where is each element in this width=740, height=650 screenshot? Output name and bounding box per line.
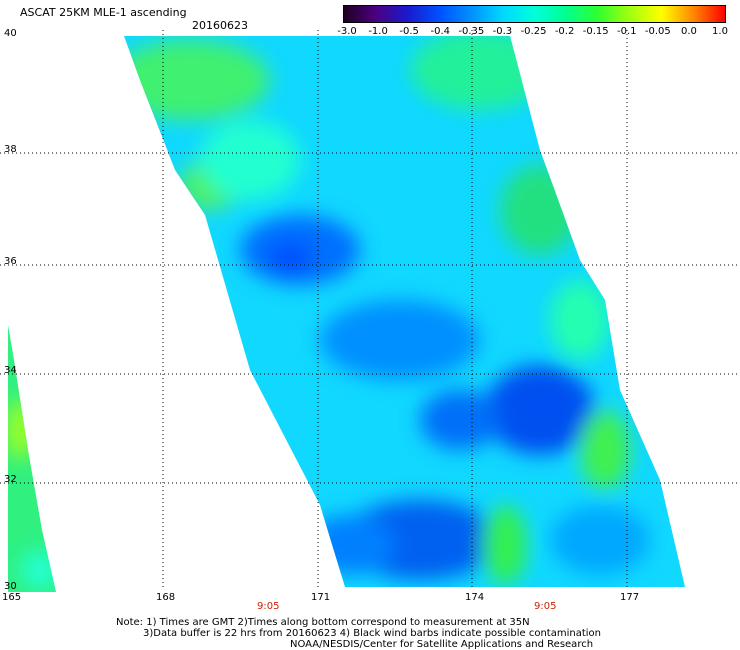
pass-time-label: 9:05 xyxy=(257,601,280,612)
colorbar-tick-label: -1.0 xyxy=(368,26,388,37)
lat-label-34: 34 xyxy=(4,365,17,376)
colorbar-tick-label: -0.15 xyxy=(582,26,609,37)
note-line-2: 3)Data buffer is 22 hrs from 20160623 4)… xyxy=(143,628,601,639)
colorbar-tick-label: -3.0 xyxy=(337,26,357,37)
lat-label-32: 32 xyxy=(4,474,17,485)
colorbar xyxy=(343,5,726,23)
colorbar-tick-label: -0.25 xyxy=(520,26,547,37)
colorbar-tick-label: -0.5 xyxy=(399,26,419,37)
lon-label-171: 171 xyxy=(311,592,331,603)
lat-label-30: 30 xyxy=(4,581,17,592)
lat-label-38: 38 xyxy=(4,144,17,155)
left-swath xyxy=(8,325,56,592)
colorbar-gradient xyxy=(344,6,725,22)
pass-time-label: 9:05 xyxy=(534,601,557,612)
colorbar-tick-label: -0.4 xyxy=(430,26,451,37)
graticule xyxy=(0,30,740,590)
lat-label-40: 40 xyxy=(4,28,17,39)
colorbar-tick-label: -0.2 xyxy=(554,26,575,37)
colorbar-tick-label: 1.0 xyxy=(712,26,728,37)
note-line-1: Note: 1) Times are GMT 2)Times along bot… xyxy=(116,617,530,628)
lon-label-165: 165 xyxy=(2,592,22,603)
product-title: ASCAT 25KM MLE-1 ascending xyxy=(20,6,187,19)
main-swath xyxy=(124,36,685,587)
colorbar-tick-label: -0.1 xyxy=(616,26,637,37)
lon-label-177: 177 xyxy=(620,592,640,603)
lon-label-174: 174 xyxy=(465,592,485,603)
colorbar-tick-label: -0.3 xyxy=(492,26,513,37)
product-date: 20160623 xyxy=(192,19,248,32)
lat-label-36: 36 xyxy=(4,256,17,267)
colorbar-tick-label: -0.05 xyxy=(644,26,671,37)
colorbar-tick-label: 0.0 xyxy=(680,26,697,37)
lon-label-168: 168 xyxy=(156,592,176,603)
note-line-3: NOAA/NESDIS/Center for Satellite Applica… xyxy=(290,639,594,650)
colorbar-tick-label: -0.35 xyxy=(458,26,485,37)
